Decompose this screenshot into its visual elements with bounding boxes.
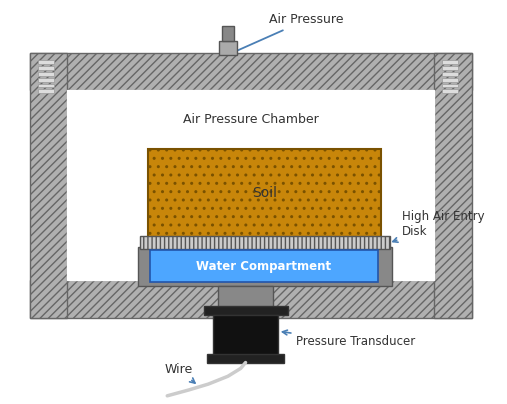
Polygon shape [218, 286, 273, 308]
Polygon shape [442, 84, 458, 87]
Polygon shape [207, 354, 284, 362]
Polygon shape [222, 26, 234, 42]
Polygon shape [148, 149, 381, 237]
Polygon shape [38, 84, 54, 87]
Polygon shape [30, 53, 472, 90]
Polygon shape [150, 250, 378, 282]
Polygon shape [204, 306, 287, 315]
Polygon shape [38, 89, 54, 93]
Text: Wire: Wire [164, 363, 195, 383]
Polygon shape [442, 66, 458, 70]
Text: High Air Entry
Disk: High Air Entry Disk [393, 210, 485, 242]
Polygon shape [140, 236, 390, 249]
Text: Air Pressure Chamber: Air Pressure Chamber [183, 113, 318, 126]
Polygon shape [442, 89, 458, 93]
Text: Soil: Soil [251, 186, 277, 200]
Polygon shape [30, 280, 472, 318]
Polygon shape [38, 78, 54, 82]
Polygon shape [38, 60, 54, 64]
Text: Air Pressure: Air Pressure [231, 13, 344, 53]
Polygon shape [30, 53, 67, 318]
Text: Water Compartment: Water Compartment [196, 260, 331, 273]
Polygon shape [213, 315, 278, 356]
Polygon shape [434, 53, 472, 318]
Polygon shape [67, 90, 434, 280]
Polygon shape [442, 78, 458, 82]
Polygon shape [38, 72, 54, 76]
Text: Pressure Transducer: Pressure Transducer [282, 330, 416, 349]
Polygon shape [442, 60, 458, 64]
Polygon shape [138, 247, 392, 286]
Polygon shape [442, 72, 458, 76]
Polygon shape [219, 42, 237, 55]
Polygon shape [38, 66, 54, 70]
